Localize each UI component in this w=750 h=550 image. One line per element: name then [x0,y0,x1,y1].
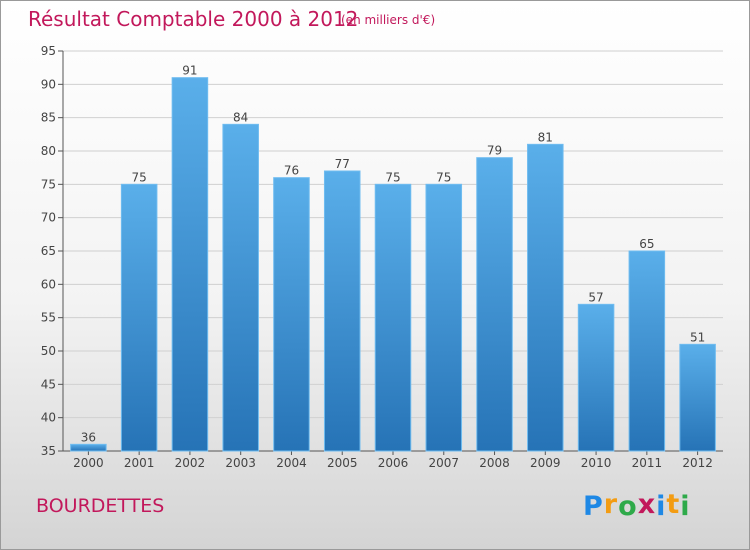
chart-unit: (en milliers d'€) [341,13,436,27]
y-tick-label: 70 [41,211,56,225]
bar-2004 [273,177,310,452]
y-tick-label: 40 [41,411,56,425]
logo-letter: o [618,491,638,522]
chart-title: Résultat Comptable 2000 à 2012 [28,7,359,31]
x-tick-label: 2004 [276,456,307,470]
y-tick-label: 80 [41,144,56,158]
bar-2008 [476,157,513,452]
logo-letter: i [680,491,691,522]
data-label-2010: 57 [588,290,603,304]
axes: 35 40 45 50 55 60 65 70 75 80 85 90 95 2000 2001 2002 20… [41,44,723,470]
bar-2002 [171,77,209,452]
data-label-2005: 77 [335,157,350,171]
y-tick-label: 85 [41,111,56,125]
y-tick-label: 75 [41,177,56,191]
x-tick-label: 2006 [378,456,409,470]
x-tick-label: 2002 [175,456,206,470]
y-tick-label: 60 [41,277,56,291]
data-label-2009: 81 [538,130,553,144]
bar-2009 [527,143,564,452]
bar-2010 [577,303,615,452]
data-label-2006: 75 [385,170,400,184]
logo-letter: i [656,491,667,522]
data-label-2000: 36 [81,430,96,444]
logo-letter: r [603,489,619,520]
x-tick-label: 2000 [73,456,104,470]
y-tick-label: 55 [41,311,56,325]
x-tick-label: 2005 [327,456,358,470]
logo-letter: t [666,489,681,520]
y-tick-label: 65 [41,244,56,258]
bar-2011 [628,250,666,452]
x-tick-label: 2003 [225,456,256,470]
commune-name: BOURDETTES [36,495,165,517]
x-tick-label: 2011 [632,456,663,470]
bar-2012 [679,343,716,452]
x-tick-label: 2007 [428,456,459,470]
bar-2001 [120,183,158,452]
bar-2003 [222,123,259,452]
data-label-2003: 84 [233,110,248,124]
bar-2006 [374,183,412,452]
logo-letter: x [637,489,657,520]
data-label-2007: 75 [436,170,451,184]
y-tick-label: 45 [41,377,56,391]
x-tick-label: 2009 [530,456,561,470]
proxiti-logo[interactable]: Proxiti [583,489,691,522]
y-tick-label: 95 [41,44,56,58]
bar-2007 [425,183,463,452]
x-tick-label: 2010 [581,456,612,470]
data-label-2002: 91 [182,64,197,78]
y-tick-label: 35 [41,444,56,458]
x-tick-label: 2012 [682,456,713,470]
data-label-2011: 65 [639,237,654,251]
data-labels: 36 75 91 84 76 77 75 75 79 81 57 65 51 [81,64,706,445]
y-tick-label: 50 [41,344,56,358]
x-tick-label: 2008 [479,456,510,470]
data-label-2008: 79 [487,144,502,158]
data-label-2012: 51 [690,330,705,344]
bar-2005 [323,170,361,452]
data-label-2001: 75 [132,170,147,184]
logo-letter: P [583,491,604,522]
data-label-2004: 76 [284,164,299,178]
x-tick-label: 2001 [124,456,155,470]
bars [70,77,716,452]
bar-2000 [70,443,107,452]
y-tick-label: 90 [41,77,56,91]
